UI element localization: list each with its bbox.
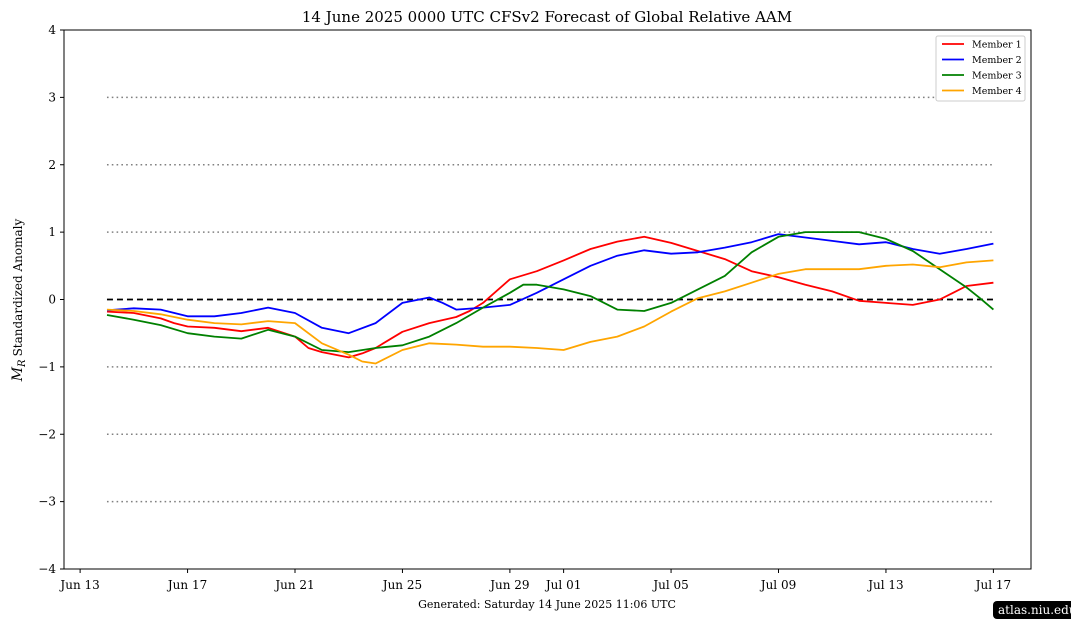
legend-label-3: Member 3	[972, 71, 1022, 82]
series-line-2	[106, 233, 994, 335]
y-tick-label: −3	[38, 495, 56, 509]
y-axis-subscript: R	[17, 359, 28, 368]
series-lines	[106, 231, 994, 365]
series-line-1	[106, 235, 994, 359]
y-tick-label: 1	[48, 225, 56, 239]
y-axis-text: Standardized Anomaly	[11, 218, 25, 356]
x-tick-label: Jul 09	[759, 578, 796, 592]
x-tick-label: Jul 05	[651, 578, 688, 592]
reference-lines	[106, 96, 994, 503]
x-axis: Jun 13 Jun 17 Jun 21 Jun 25 Jun 29 Jul 01 Jul …	[58, 569, 1011, 592]
generated-footer: Generated: Saturday 14 June 2025 11:06 U…	[418, 598, 676, 611]
x-tick-label: Jun 17	[166, 578, 207, 592]
x-tick-label: Jul 01	[544, 578, 581, 592]
y-tick-label: 0	[48, 293, 56, 307]
x-tick-label: Jun 25	[381, 578, 422, 592]
x-tick-label: Jun 21	[273, 578, 314, 592]
y-axis-symbol: M	[10, 366, 26, 382]
legend-label-4: Member 4	[972, 86, 1022, 97]
legend-box	[935, 35, 1026, 102]
y-axis-label: MR Standardized Anomaly	[10, 218, 28, 382]
y-tick-label: 3	[48, 90, 56, 104]
chart-title: 14 June 2025 0000 UTC CFSv2 Forecast of …	[302, 8, 792, 26]
x-tick-label: Jun 13	[58, 578, 99, 592]
watermark-badge: atlas.niu.edu	[993, 601, 1071, 619]
legend-label-2: Member 2	[972, 55, 1022, 66]
y-tick-label: −1	[38, 360, 56, 374]
y-tick-label: −4	[38, 562, 56, 576]
legend: Member 1 Member 2 Member 3 Member 4	[935, 35, 1026, 102]
y-axis: 4 3 2 1 0 −1 −2 −3 −4	[38, 23, 64, 576]
series-line-4	[106, 259, 994, 365]
y-tick-label: −2	[38, 427, 56, 441]
series-line-3	[106, 231, 994, 354]
y-tick-label: 2	[48, 158, 56, 172]
x-tick-label: Jul 17	[974, 578, 1011, 592]
y-tick-label: 4	[48, 23, 56, 37]
x-tick-label: Jun 29	[488, 578, 529, 592]
x-tick-label: Jul 13	[866, 578, 903, 592]
legend-label-1: Member 1	[972, 40, 1022, 51]
